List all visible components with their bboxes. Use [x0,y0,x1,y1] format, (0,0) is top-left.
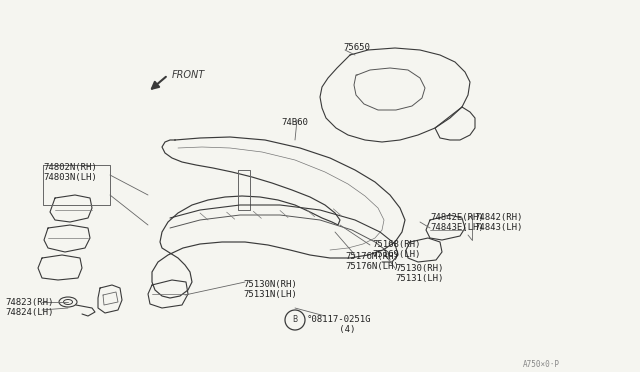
Text: 75130(RH)
75131(LH): 75130(RH) 75131(LH) [395,264,444,283]
Text: 74842E(RH)
74843E(LH): 74842E(RH) 74843E(LH) [430,213,484,232]
Text: 74823(RH)
74824(LH): 74823(RH) 74824(LH) [5,298,53,317]
Text: 75130N(RH)
75131N(LH): 75130N(RH) 75131N(LH) [243,280,297,299]
Text: B: B [292,315,298,324]
Text: FRONT: FRONT [172,70,205,80]
Text: A750×0·P: A750×0·P [523,360,560,369]
Text: 74842(RH)
74843(LH): 74842(RH) 74843(LH) [474,213,522,232]
Text: 75168(RH)
75169(LH): 75168(RH) 75169(LH) [372,240,420,259]
Text: °08117-0251G
      (4): °08117-0251G (4) [307,315,371,334]
Text: 74802N(RH)
74803N(LH): 74802N(RH) 74803N(LH) [43,163,97,182]
Text: 75176M(RH)
75176N(LH): 75176M(RH) 75176N(LH) [345,252,399,272]
Text: 75650: 75650 [343,43,370,52]
Text: 74B60: 74B60 [281,118,308,127]
